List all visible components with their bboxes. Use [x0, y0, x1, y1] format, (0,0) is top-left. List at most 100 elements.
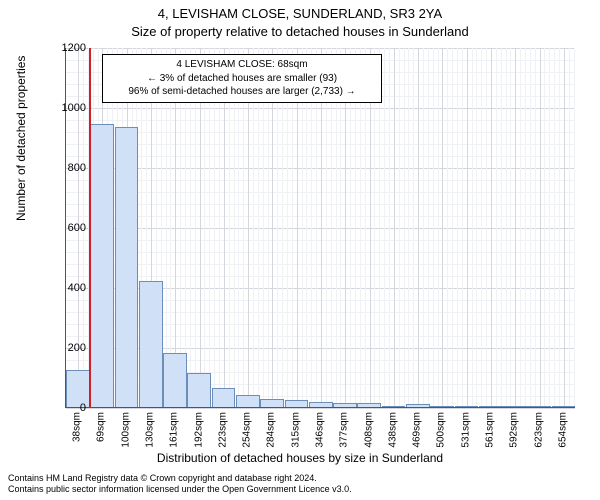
grid-major-v [394, 48, 395, 407]
x-tick-label: 623sqm [533, 412, 544, 448]
x-tick-label: 130sqm [145, 412, 156, 448]
y-axis-label: Number of detached properties [14, 56, 28, 221]
histogram-bar [552, 406, 576, 407]
grid-minor-v [433, 48, 434, 407]
grid-minor-v [510, 48, 511, 407]
x-tick-label: 469sqm [412, 412, 423, 448]
grid-minor-v [549, 48, 550, 407]
x-tick-label: 377sqm [339, 412, 350, 448]
grid-minor-v [501, 48, 502, 407]
histogram-bar [90, 124, 114, 408]
x-tick-label: 592sqm [509, 412, 520, 448]
grid-minor-v [408, 48, 409, 407]
x-tick-label: 500sqm [436, 412, 447, 448]
grid-major-v [564, 48, 565, 407]
grid-minor-v [404, 48, 405, 407]
chart-title-line2: Size of property relative to detached ho… [0, 24, 600, 39]
x-tick-label: 408sqm [363, 412, 374, 448]
x-tick-label: 223sqm [217, 412, 228, 448]
grid-major-v [467, 48, 468, 407]
reference-line [89, 48, 91, 407]
grid-major-v [418, 48, 419, 407]
x-tick-label: 100sqm [120, 412, 131, 448]
x-tick-label: 346sqm [315, 412, 326, 448]
footer-line: Contains public sector information licen… [8, 484, 352, 496]
grid-major-v [442, 48, 443, 407]
footer-line: Contains HM Land Registry data © Crown c… [8, 473, 352, 485]
x-tick-label: 254sqm [242, 412, 253, 448]
grid-minor-v [544, 48, 545, 407]
y-tick-label: 1000 [46, 102, 86, 114]
grid-minor-v [389, 48, 390, 407]
grid-minor-v [486, 48, 487, 407]
y-tick-label: 400 [46, 282, 86, 294]
histogram-bar [357, 403, 381, 407]
grid-major-v [491, 48, 492, 407]
histogram-bar [187, 373, 211, 408]
grid-minor-v [569, 48, 570, 407]
histogram-bar [479, 406, 503, 407]
y-tick-label: 800 [46, 162, 86, 174]
grid-minor-v [452, 48, 453, 407]
grid-minor-v [413, 48, 414, 407]
grid-major-v [515, 48, 516, 407]
y-tick-label: 1200 [46, 42, 86, 54]
histogram-bar [430, 406, 454, 407]
grid-minor-v [457, 48, 458, 407]
histogram-bar [285, 400, 309, 407]
grid-minor-v [506, 48, 507, 407]
grid-minor-v [423, 48, 424, 407]
annotation-line: 4 LEVISHAM CLOSE: 68sqm [109, 58, 375, 72]
grid-major-v [540, 48, 541, 407]
x-tick-label: 69sqm [96, 412, 107, 442]
y-tick-label: 200 [46, 342, 86, 354]
grid-minor-v [428, 48, 429, 407]
grid-minor-v [481, 48, 482, 407]
grid-minor-v [520, 48, 521, 407]
histogram-bar [260, 399, 284, 407]
grid-minor-v [476, 48, 477, 407]
grid-minor-v [384, 48, 385, 407]
plot-area: 4 LEVISHAM CLOSE: 68sqm ← 3% of detached… [65, 48, 575, 408]
x-tick-label: 438sqm [387, 412, 398, 448]
grid-minor-v [496, 48, 497, 407]
grid-minor-v [462, 48, 463, 407]
grid-major-h [66, 408, 575, 409]
grid-minor-v [399, 48, 400, 407]
histogram-bar [527, 406, 551, 407]
grid-minor-v [554, 48, 555, 407]
x-axis-label: Distribution of detached houses by size … [0, 451, 600, 465]
grid-minor-v [438, 48, 439, 407]
histogram-bar [139, 281, 163, 407]
grid-minor-v [530, 48, 531, 407]
grid-minor-v [472, 48, 473, 407]
histogram-bar [309, 402, 333, 407]
annotation-line: ← 3% of detached houses are smaller (93) [109, 72, 375, 86]
x-tick-label: 161sqm [169, 412, 180, 448]
grid-minor-v [525, 48, 526, 407]
grid-minor-v [574, 48, 575, 407]
x-tick-label: 531sqm [460, 412, 471, 448]
histogram-bar [333, 403, 357, 407]
chart-container: 4, LEVISHAM CLOSE, SUNDERLAND, SR3 2YA S… [0, 0, 600, 500]
histogram-bar [115, 127, 139, 408]
x-tick-label: 561sqm [485, 412, 496, 448]
histogram-bar [455, 406, 479, 407]
histogram-bar [212, 388, 236, 408]
histogram-bar [236, 395, 260, 407]
x-tick-label: 654sqm [557, 412, 568, 448]
histogram-bar [406, 404, 430, 407]
grid-minor-v [535, 48, 536, 407]
grid-minor-v [447, 48, 448, 407]
x-tick-label: 284sqm [266, 412, 277, 448]
x-tick-label: 38sqm [72, 412, 83, 442]
y-tick-label: 600 [46, 222, 86, 234]
annotation-box: 4 LEVISHAM CLOSE: 68sqm ← 3% of detached… [102, 54, 382, 103]
x-tick-label: 315sqm [290, 412, 301, 448]
x-tick-label: 192sqm [193, 412, 204, 448]
chart-title-line1: 4, LEVISHAM CLOSE, SUNDERLAND, SR3 2YA [0, 6, 600, 21]
annotation-line: 96% of semi-detached houses are larger (… [109, 85, 375, 99]
footer-attribution: Contains HM Land Registry data © Crown c… [8, 473, 352, 496]
histogram-bar [503, 406, 527, 407]
histogram-bar [163, 353, 187, 407]
